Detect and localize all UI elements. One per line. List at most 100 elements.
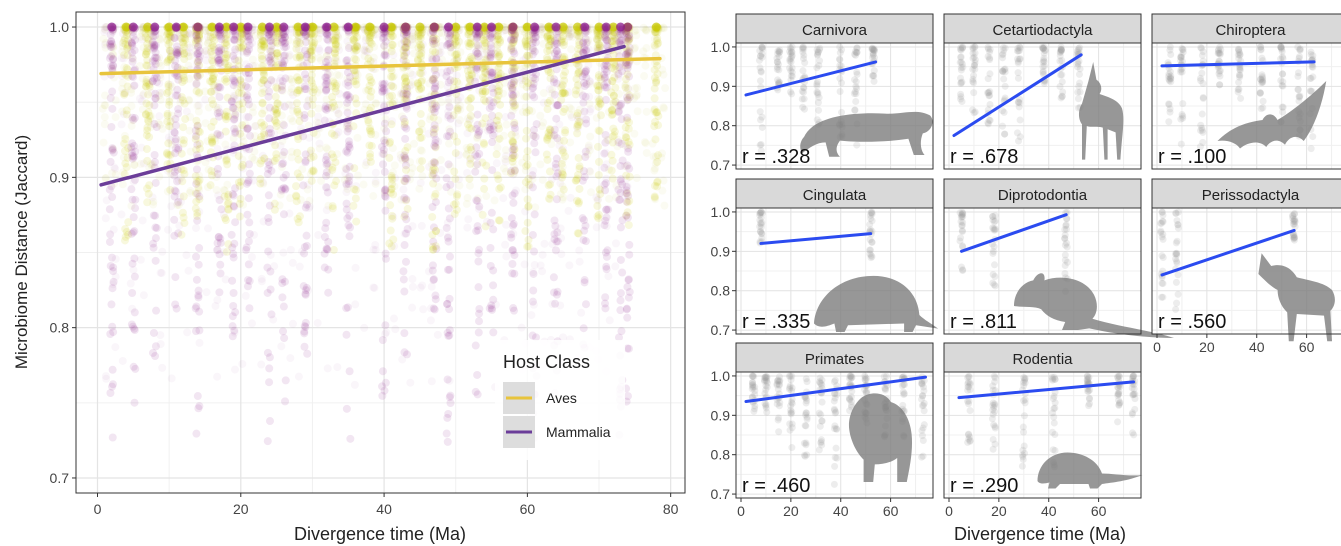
data-point [660,201,669,210]
data-point [611,98,620,107]
data-point [210,87,219,96]
data-point [171,22,181,32]
data-point [406,169,415,178]
data-point [511,186,520,195]
data-point [576,117,585,126]
data-point [107,22,117,32]
data-point [212,172,221,181]
data-point [128,116,137,125]
data-point [555,141,564,150]
data-point [444,98,453,107]
data-point [242,60,251,69]
data-point [186,52,195,61]
data-point [530,260,539,269]
data-point [1016,116,1024,124]
data-point [249,176,258,185]
data-point [547,175,556,184]
data-point [101,372,110,381]
data-point [147,41,156,50]
data-point [210,45,219,54]
data-point [156,73,165,82]
data-point [379,160,388,169]
data-point [343,121,352,130]
data-point [406,69,415,78]
data-point [524,202,533,211]
data-point [416,31,425,40]
data-point [379,149,388,158]
data-point [620,81,629,90]
data-point [296,51,305,60]
data-point [463,169,472,178]
data-point [499,131,508,140]
data-point [257,277,266,286]
data-point [193,53,202,62]
data-point [295,173,304,182]
data-point [478,73,487,82]
data-point [111,164,120,173]
data-point [215,108,224,117]
data-point [138,74,147,83]
data-point [286,194,295,203]
data-point [621,136,630,145]
data-point [129,265,138,274]
data-point [279,248,288,257]
data-point [122,110,131,119]
data-point [444,237,453,246]
data-point [614,74,623,83]
data-point [123,44,132,53]
data-point [147,88,156,97]
data-point [229,22,239,32]
data-point [343,303,352,312]
data-point [429,237,438,246]
data-point [568,32,577,41]
facet-strip-label: Carnivora [802,22,868,39]
data-point [207,87,216,96]
data-point [610,33,619,42]
data-point [271,141,280,150]
data-point [156,35,165,44]
data-point [650,84,659,93]
data-point [352,80,361,89]
data-point [158,363,167,372]
data-point [650,73,659,82]
data-point [280,148,289,157]
data-point [445,102,454,111]
data-point [611,239,620,248]
data-point [540,239,549,248]
data-point [556,179,565,188]
data-point [243,210,252,219]
data-point [185,43,194,52]
data-point [295,53,304,62]
data-point [301,318,310,327]
data-point [403,39,412,48]
data-point [776,48,784,56]
data-point [556,301,565,310]
data-point [242,245,251,254]
data-point [363,48,372,57]
y-tick-label: 0.9 [50,169,70,185]
data-point [452,55,461,64]
data-point [278,29,287,38]
data-point [108,193,117,202]
data-point [223,112,232,121]
data-point [211,137,220,146]
data-point [986,91,994,99]
data-point [456,105,465,114]
data-point [266,75,275,84]
data-point [474,283,483,292]
data-point [335,46,344,55]
data-point [193,140,202,149]
data-point [303,349,312,358]
data-point [143,198,152,207]
data-point [389,314,398,323]
data-point [328,92,337,101]
data-point [372,24,381,33]
data-point [550,125,559,134]
data-point [145,111,154,120]
data-point [620,162,629,171]
data-point [850,90,858,98]
point-column [424,29,437,386]
data-point [146,159,155,168]
data-point [429,22,439,32]
data-point [302,200,311,209]
